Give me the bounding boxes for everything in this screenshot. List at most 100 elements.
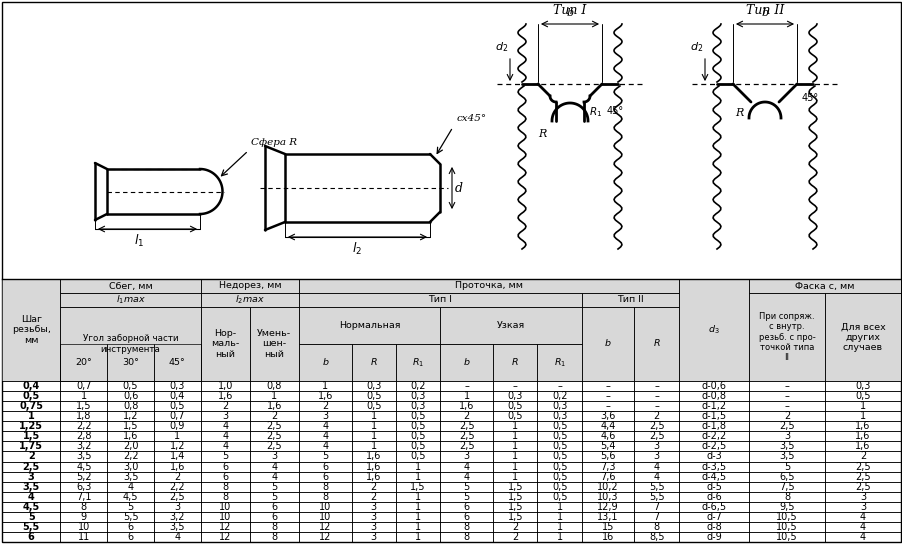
Text: 1,6: 1,6: [458, 401, 474, 411]
Text: d-9: d-9: [705, 532, 721, 542]
Text: 1: 1: [511, 441, 518, 452]
Text: 0,3: 0,3: [854, 381, 870, 391]
Bar: [581, 391, 634, 401]
Text: R: R: [538, 129, 547, 139]
Text: 0,3: 0,3: [551, 411, 566, 421]
Text: d-3,5: d-3,5: [701, 461, 726, 472]
Bar: [824, 452, 900, 461]
Text: d-0,8: d-0,8: [701, 391, 725, 401]
Bar: [678, 461, 748, 472]
Bar: [581, 421, 634, 431]
Text: 1: 1: [859, 401, 865, 411]
Text: –: –: [512, 381, 517, 391]
Text: $R_1$: $R_1$: [553, 356, 565, 369]
Bar: [748, 481, 824, 492]
Bar: [107, 461, 154, 472]
Bar: [678, 279, 748, 381]
Bar: [678, 512, 748, 522]
Bar: [299, 421, 351, 431]
Bar: [154, 502, 200, 512]
Text: 1: 1: [80, 391, 87, 401]
Text: 0,5: 0,5: [551, 461, 566, 472]
Text: 2: 2: [783, 411, 789, 421]
Text: 1,6: 1,6: [123, 431, 138, 441]
Bar: [537, 344, 581, 381]
Bar: [748, 461, 824, 472]
Text: 8: 8: [463, 532, 469, 542]
Text: 3: 3: [174, 502, 180, 512]
Bar: [492, 492, 537, 502]
Bar: [250, 307, 299, 381]
Bar: [440, 401, 492, 411]
Bar: [678, 481, 748, 492]
Text: 1,8: 1,8: [76, 411, 91, 421]
Text: 0,5: 0,5: [854, 391, 870, 401]
Bar: [60, 492, 107, 502]
Bar: [678, 522, 748, 532]
Text: d-6,5: d-6,5: [701, 502, 726, 512]
Bar: [200, 401, 250, 411]
Bar: [2, 411, 60, 421]
Bar: [634, 532, 678, 542]
Bar: [396, 452, 440, 461]
Text: 2,5: 2,5: [458, 421, 474, 431]
Bar: [581, 461, 634, 472]
Bar: [351, 502, 396, 512]
Text: Сфера R: Сфера R: [251, 138, 298, 146]
Text: Тип II: Тип II: [616, 295, 643, 305]
Bar: [492, 344, 537, 381]
Bar: [748, 512, 824, 522]
Bar: [440, 481, 492, 492]
Text: 1: 1: [415, 461, 420, 472]
Bar: [396, 481, 440, 492]
Bar: [824, 391, 900, 401]
Bar: [299, 472, 351, 481]
Bar: [107, 512, 154, 522]
Text: 0,3: 0,3: [410, 401, 426, 411]
Text: 2,5: 2,5: [854, 461, 870, 472]
Bar: [250, 441, 299, 452]
Text: 10: 10: [318, 512, 331, 522]
Bar: [200, 391, 250, 401]
Bar: [60, 401, 107, 411]
Bar: [60, 461, 107, 472]
Text: 3,2: 3,2: [170, 512, 185, 522]
Text: 5,5: 5,5: [23, 522, 40, 532]
Text: 12: 12: [318, 522, 331, 532]
Bar: [250, 461, 299, 472]
Text: $l_1$max: $l_1$max: [115, 294, 145, 306]
Text: 4: 4: [859, 522, 865, 532]
Text: 5: 5: [28, 512, 34, 522]
Text: R: R: [370, 358, 377, 367]
Text: 2: 2: [511, 522, 518, 532]
Bar: [154, 452, 200, 461]
Bar: [2, 279, 60, 381]
Text: 1: 1: [322, 381, 328, 391]
Text: 1,4: 1,4: [170, 452, 185, 461]
Bar: [351, 381, 396, 391]
Bar: [250, 481, 299, 492]
Bar: [440, 441, 492, 452]
Bar: [351, 401, 396, 411]
Bar: [440, 421, 492, 431]
Bar: [107, 411, 154, 421]
Text: Проточка, мм: Проточка, мм: [455, 281, 522, 290]
Text: 11: 11: [78, 532, 90, 542]
Bar: [537, 502, 581, 512]
Bar: [200, 381, 250, 391]
Bar: [299, 441, 351, 452]
Bar: [250, 401, 299, 411]
Text: d-1,2: d-1,2: [701, 401, 726, 411]
Text: 6: 6: [127, 522, 133, 532]
Text: 2: 2: [271, 411, 277, 421]
Bar: [2, 391, 60, 401]
Text: 0,3: 0,3: [365, 381, 381, 391]
Text: 8: 8: [322, 481, 328, 492]
Text: $d_2$: $d_2$: [690, 40, 703, 54]
Text: 10,5: 10,5: [776, 522, 797, 532]
Bar: [634, 522, 678, 532]
Bar: [351, 452, 396, 461]
Bar: [824, 512, 900, 522]
Bar: [581, 401, 634, 411]
Bar: [824, 502, 900, 512]
